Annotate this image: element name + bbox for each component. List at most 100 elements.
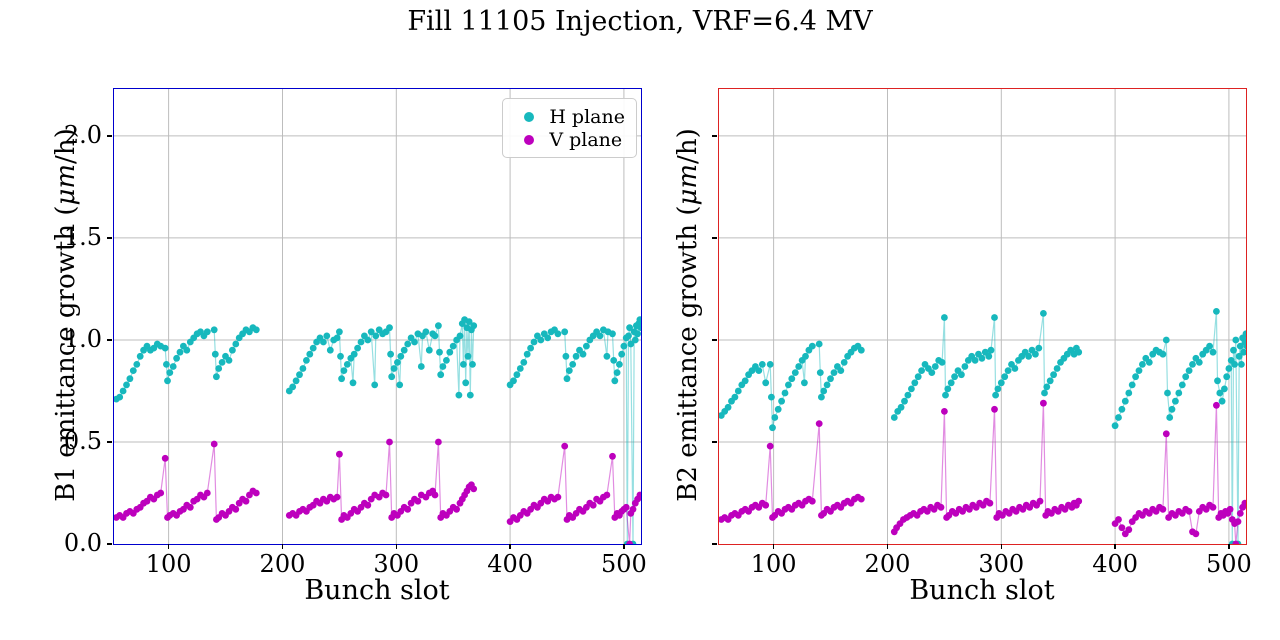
x-tick-mark — [886, 544, 889, 549]
data-point-marker — [731, 393, 739, 401]
data-point-marker — [439, 363, 447, 370]
data-point-marker — [126, 375, 134, 383]
data-point-marker — [404, 340, 412, 348]
data-point-marker — [947, 379, 955, 387]
data-point-marker — [987, 346, 995, 354]
data-point-marker — [911, 379, 919, 387]
data-point-marker — [901, 397, 908, 405]
data-point-marker — [218, 359, 226, 366]
data-point-marker — [638, 318, 641, 325]
data-point-marker — [1206, 342, 1213, 350]
data-point-marker — [625, 332, 632, 340]
data-point-marker — [724, 403, 732, 411]
data-point-marker — [1036, 497, 1044, 505]
data-point-marker — [638, 493, 641, 501]
data-point-marker — [414, 497, 422, 505]
data-point-marker — [386, 324, 393, 332]
y-tick-label: 0.5 — [63, 426, 102, 455]
data-point-marker — [337, 352, 344, 360]
v-plane-series — [719, 399, 1246, 544]
data-point-marker — [1240, 348, 1246, 356]
data-point-marker — [766, 442, 774, 450]
data-point-marker — [1175, 389, 1183, 397]
data-point-marker — [340, 367, 348, 374]
data-point-marker — [400, 346, 408, 354]
data-point-marker — [1046, 377, 1054, 385]
data-point-marker — [232, 505, 240, 513]
y-tick-mark — [107, 441, 112, 443]
data-point-marker — [808, 342, 816, 350]
data-point-marker — [897, 403, 905, 411]
data-point-marker — [466, 391, 474, 399]
data-point-marker — [371, 381, 379, 389]
data-point-marker — [997, 379, 1005, 387]
data-point-marker — [609, 330, 616, 338]
data-point-marker — [1232, 540, 1240, 544]
y-tick-label: 2.0 — [63, 120, 102, 149]
data-point-marker — [289, 383, 297, 391]
data-point-marker — [991, 405, 998, 413]
b2-ylabel-prefix: B2 emittance growth ( — [673, 205, 703, 502]
data-point-marker — [544, 334, 552, 342]
y-tick-mark — [712, 543, 717, 545]
data-point-marker — [1041, 389, 1048, 397]
data-point-marker — [1172, 397, 1179, 405]
data-point-marker — [186, 503, 194, 511]
data-point-marker — [942, 391, 949, 399]
data-point-marker — [215, 365, 223, 372]
data-point-marker — [520, 359, 528, 366]
data-point-marker — [449, 342, 457, 350]
data-point-marker — [173, 354, 180, 362]
data-point-marker — [1213, 308, 1220, 315]
data-point-marker — [795, 363, 803, 370]
data-point-marker — [827, 375, 834, 383]
data-point-marker — [435, 322, 442, 330]
data-point-marker — [176, 348, 184, 356]
data-point-marker — [613, 369, 621, 376]
data-point-marker — [1214, 377, 1221, 385]
data-point-marker — [390, 365, 398, 372]
data-point-marker — [436, 348, 443, 356]
data-point-marker — [781, 389, 789, 397]
data-point-marker — [840, 359, 848, 366]
data-point-marker — [530, 338, 538, 346]
data-point-marker — [364, 501, 372, 509]
data-point-marker — [631, 336, 639, 344]
data-point-marker — [815, 420, 823, 427]
h-plane-marker-icon — [524, 111, 535, 122]
data-point-marker — [1118, 524, 1126, 532]
data-point-marker — [166, 369, 174, 376]
b2-ylabel-mu: μm — [673, 163, 703, 206]
data-point-marker — [1162, 430, 1170, 438]
data-point-marker — [455, 391, 463, 399]
data-point-marker — [986, 499, 994, 507]
data-point-marker — [119, 387, 127, 395]
b1-ylabel-suffix: /h) — [51, 128, 81, 164]
data-point-marker — [579, 350, 587, 358]
data-point-marker — [626, 324, 633, 332]
data-point-marker — [252, 326, 260, 334]
data-point-marker — [1178, 381, 1186, 389]
y-tick-mark — [107, 543, 112, 545]
data-point-marker — [562, 352, 570, 360]
data-point-marker — [157, 489, 165, 497]
data-point-marker — [203, 489, 211, 497]
x-tick-label: 500 — [1206, 550, 1252, 578]
data-point-marker — [211, 350, 219, 358]
data-point-marker — [299, 365, 307, 372]
data-point-marker — [857, 495, 865, 503]
data-point-marker — [213, 373, 220, 381]
data-point-marker — [1185, 508, 1193, 515]
data-point-marker — [1195, 359, 1203, 366]
data-point-marker — [320, 338, 327, 346]
data-point-marker — [1223, 373, 1231, 381]
data-point-marker — [941, 314, 948, 321]
data-point-marker — [802, 352, 809, 360]
y-tick-mark — [107, 237, 112, 239]
data-point-marker — [1242, 330, 1246, 338]
data-point-marker — [417, 363, 425, 370]
data-point-marker — [1075, 497, 1083, 505]
data-point-marker — [1035, 344, 1043, 352]
data-point-marker — [1115, 414, 1122, 421]
x-tick-mark — [509, 544, 511, 549]
